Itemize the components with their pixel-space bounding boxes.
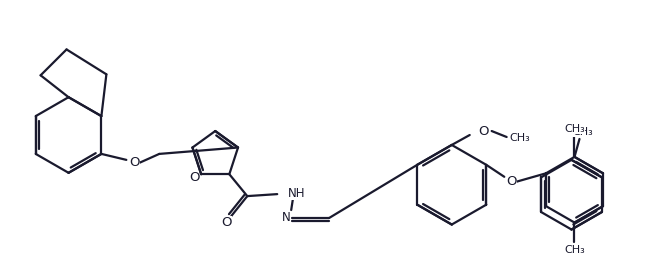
Text: O: O [189,171,200,184]
Text: O: O [129,156,140,169]
Text: N: N [282,212,291,224]
Text: NH: NH [288,187,306,200]
Text: CH₃: CH₃ [572,127,593,137]
Text: CH₃: CH₃ [564,245,585,255]
Text: O: O [221,217,232,230]
Text: CH₃: CH₃ [564,124,585,134]
Text: O: O [506,175,516,188]
Text: O: O [478,125,489,138]
Text: CH₃: CH₃ [510,133,530,143]
